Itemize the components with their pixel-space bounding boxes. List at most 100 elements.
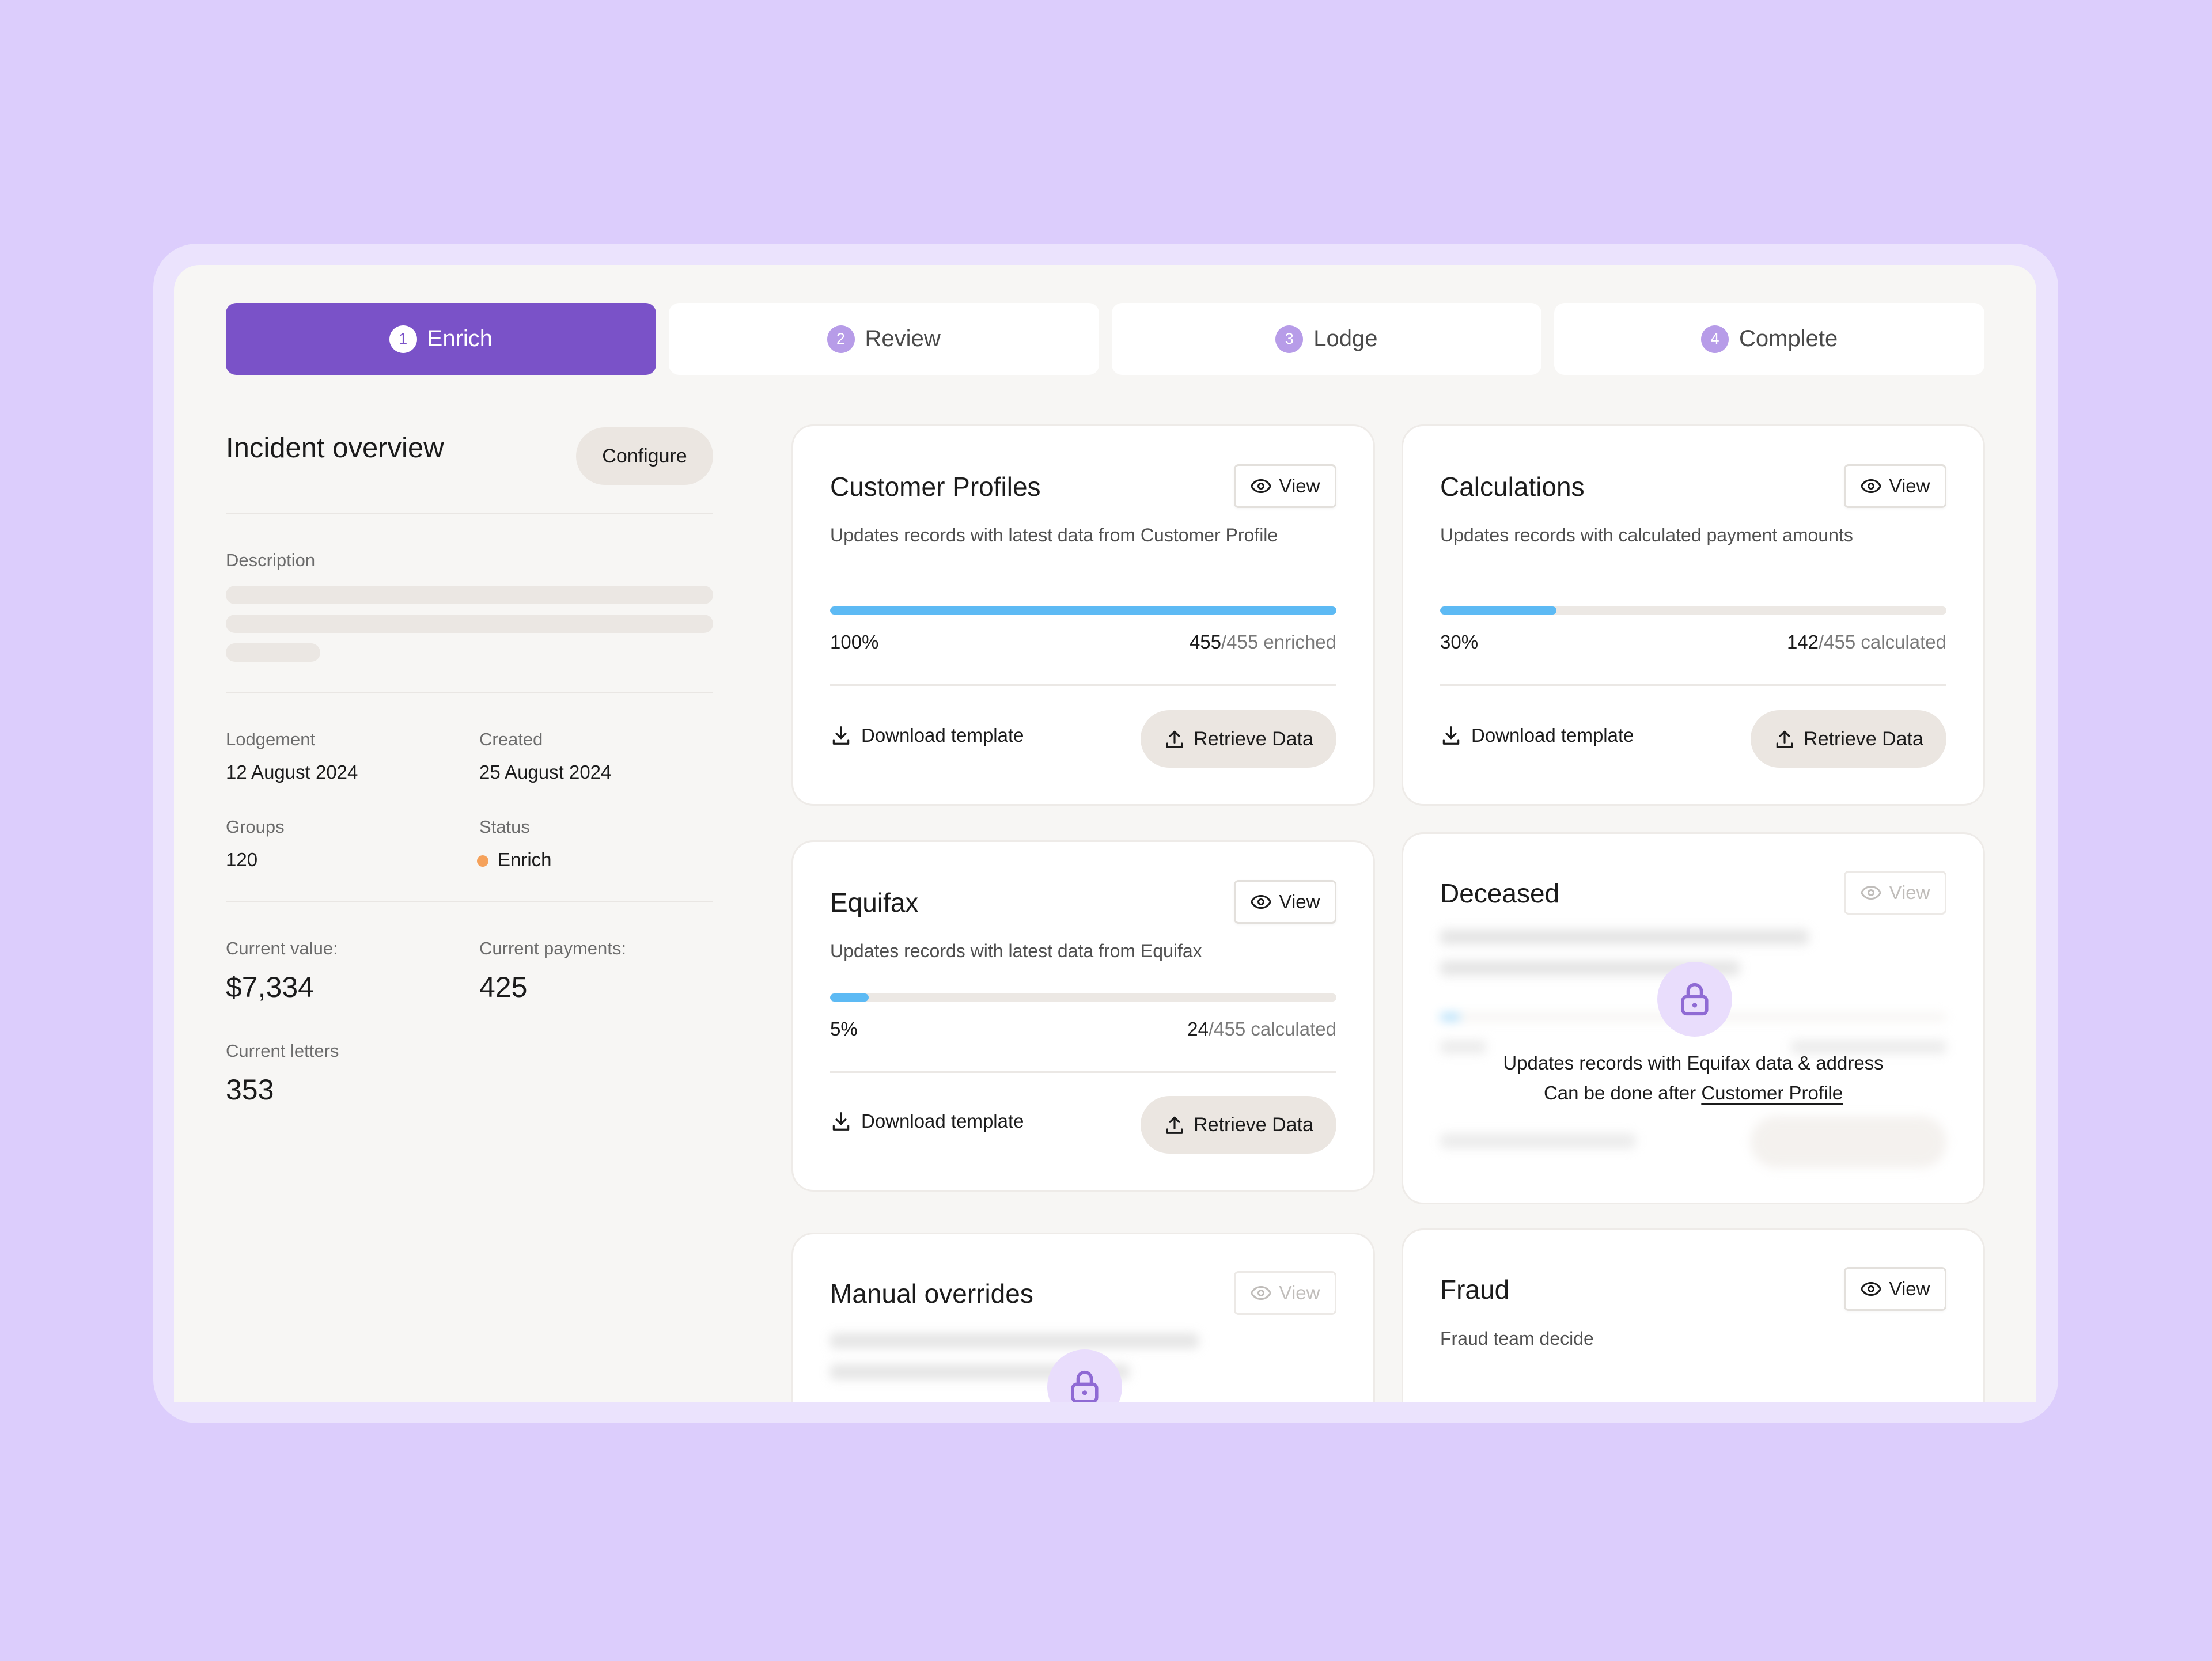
download-label: Download template	[1471, 725, 1634, 746]
upload-icon	[1166, 730, 1183, 748]
eye-icon	[1860, 886, 1881, 900]
card-deceased: Deceased View Updates records with Equif…	[1402, 832, 1985, 1204]
step-number: 2	[827, 325, 855, 353]
download-template-link[interactable]: Download template	[830, 725, 1024, 746]
progress-fill	[830, 993, 869, 1002]
progress-fill	[1440, 606, 1557, 615]
retrieve-data-button[interactable]: Retrieve Data	[1141, 1096, 1336, 1154]
progress-bar	[830, 606, 1336, 615]
step-label: Review	[865, 326, 941, 351]
step-number: 3	[1275, 325, 1304, 353]
divider	[830, 684, 1336, 686]
lock-message: Updates records with Equifax data & addr…	[1403, 1048, 1983, 1108]
divider	[226, 692, 713, 693]
lock-icon	[1047, 1349, 1122, 1402]
status-badge: Enrich	[477, 849, 710, 871]
card-description: Fraud team decide	[1440, 1328, 1594, 1349]
progress-count: 455/455 enriched	[1190, 631, 1336, 653]
download-icon	[832, 726, 850, 745]
view-button[interactable]: View	[1234, 464, 1336, 508]
current-letters-value: 353	[226, 1074, 274, 1106]
card-description: Updates records with calculated payment …	[1440, 525, 1853, 545]
view-label: View	[1279, 891, 1320, 912]
download-icon	[832, 1112, 850, 1131]
download-template-link[interactable]: Download template	[830, 1110, 1024, 1132]
retrieve-data-button[interactable]: Retrieve Data	[1141, 710, 1336, 768]
app-window: 1 Enrich 2 Review 3 Lodge 4 Complete Inc…	[174, 265, 2036, 1402]
status-dot-icon	[477, 855, 488, 867]
current-value-label: Current value:	[226, 938, 338, 958]
current-payments-value: 425	[479, 971, 528, 1003]
card-title: Manual overrides	[830, 1279, 1033, 1309]
step-enrich[interactable]: 1 Enrich	[226, 303, 656, 375]
card-calculations: Calculations View Updates records with c…	[1402, 424, 1985, 806]
step-label: Lodge	[1313, 326, 1378, 351]
eye-icon	[1860, 1282, 1881, 1296]
divider	[830, 1071, 1336, 1073]
incident-overview-panel: Incident overview Configure Description …	[226, 427, 713, 1106]
eye-icon	[1250, 1286, 1271, 1300]
step-label: Enrich	[427, 326, 493, 351]
eye-icon	[1250, 895, 1271, 909]
eye-icon	[1860, 479, 1881, 493]
card-title: Equifax	[830, 888, 919, 917]
card-description: Updates records with latest data from Cu…	[830, 525, 1278, 545]
card-title: Fraud	[1440, 1275, 1510, 1304]
lodgement-label: Lodgement	[226, 729, 316, 749]
upload-icon	[1166, 1116, 1183, 1134]
download-template-link[interactable]: Download template	[1440, 725, 1634, 746]
view-button[interactable]: View	[1844, 1267, 1946, 1311]
step-review[interactable]: 2 Review	[668, 303, 1099, 375]
lock-line: Can be done after Customer Profile	[1403, 1078, 1983, 1108]
count-suffix: /455 calculated	[1819, 631, 1946, 653]
groups-value: 120	[226, 849, 258, 870]
progress-percent: 30%	[1440, 631, 1479, 653]
count-suffix: /455 enriched	[1221, 631, 1336, 653]
card-description: Updates records with latest data from Eq…	[830, 941, 1202, 961]
configure-button[interactable]: Configure	[576, 427, 713, 485]
progress-percent: 5%	[830, 1018, 858, 1040]
lock-line: Updates records with Equifax data & addr…	[1503, 1052, 1884, 1074]
step-complete[interactable]: 4 Complete	[1554, 303, 1984, 375]
view-label: View	[1889, 475, 1930, 496]
current-payments-label: Current payments:	[479, 938, 626, 958]
card-title: Deceased	[1440, 878, 1560, 908]
progress-percent: 100%	[830, 631, 879, 653]
view-label: View	[1279, 475, 1320, 496]
retrieve-label: Retrieve Data	[1194, 1113, 1313, 1136]
progress-count: 24/455 calculated	[1187, 1018, 1336, 1040]
divider	[226, 513, 713, 514]
panel-title: Incident overview	[226, 433, 444, 464]
upload-icon	[1776, 730, 1793, 748]
customer-profile-link[interactable]: Customer Profile	[1701, 1082, 1843, 1103]
view-button[interactable]: View	[1844, 871, 1946, 915]
view-label: View	[1889, 1278, 1930, 1299]
lock-line-prefix: Can be done after	[1543, 1082, 1696, 1103]
view-button[interactable]: View	[1844, 464, 1946, 508]
view-button[interactable]: View	[1234, 880, 1336, 924]
status-value: Enrich	[498, 849, 552, 870]
created-label: Created	[479, 729, 543, 749]
divider	[226, 901, 713, 902]
card-fraud: Fraud View Fraud team decide	[1402, 1228, 1985, 1402]
view-button[interactable]: View	[1234, 1271, 1336, 1315]
divider	[1440, 684, 1946, 686]
download-icon	[1442, 726, 1460, 745]
count-value: 455	[1189, 631, 1222, 653]
stepper: 1 Enrich 2 Review 3 Lodge 4 Complete	[226, 303, 1984, 375]
download-label: Download template	[861, 1110, 1024, 1132]
lodgement-value: 12 August 2024	[226, 761, 358, 783]
step-number: 4	[1701, 325, 1729, 353]
step-lodge[interactable]: 3 Lodge	[1111, 303, 1542, 375]
count-suffix: /455 calculated	[1209, 1018, 1336, 1040]
count-value: 24	[1187, 1018, 1209, 1040]
card-title: Customer Profiles	[830, 472, 1041, 502]
status-label: Status	[479, 817, 530, 837]
progress-count: 142/455 calculated	[1787, 631, 1946, 653]
retrieve-data-button[interactable]: Retrieve Data	[1751, 710, 1946, 768]
step-label: Complete	[1739, 326, 1838, 351]
progress-bar	[830, 993, 1336, 1002]
progress-bar	[1440, 606, 1946, 615]
progress-fill	[830, 606, 1336, 615]
card-title: Calculations	[1440, 472, 1585, 502]
